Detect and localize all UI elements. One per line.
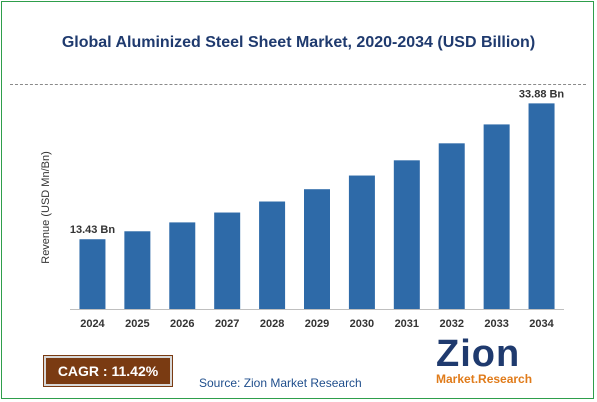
bar-2028 (259, 201, 286, 309)
logo-sub-right: .Research (474, 372, 533, 386)
title-separator (10, 84, 586, 85)
zion-logo: Zion Market.Research (436, 334, 548, 392)
plot-area: Revenue (USD Mn/Bn) 2024 2025 2026 2027 2028 2… (40, 88, 564, 330)
bar-2031 (393, 160, 420, 309)
cagr-badge: CAGR : 11.42% (44, 356, 172, 386)
bar-2030 (348, 175, 375, 309)
x-tick-label-2029: 2029 (305, 318, 329, 330)
x-tick-label-2028: 2028 (260, 318, 284, 330)
logo-wordmark: Zion (436, 333, 521, 375)
y-axis-label: Revenue (USD Mn/Bn) (40, 151, 52, 264)
x-tick-label-2031: 2031 (395, 318, 419, 330)
x-tick-label-2033: 2033 (484, 318, 508, 330)
bar-2032 (438, 143, 465, 309)
x-tick-label-2032: 2032 (439, 318, 463, 330)
bar-2034 (528, 103, 555, 309)
x-tick-label-2030: 2030 (350, 318, 374, 330)
x-tick-label-2034: 2034 (529, 318, 554, 330)
x-tick-label-2024: 2024 (80, 318, 105, 330)
bar-2027 (214, 212, 241, 309)
bar-2033 (483, 124, 510, 309)
bar-2029 (304, 189, 330, 309)
x-tick-label-2027: 2027 (215, 318, 239, 330)
source-text: Source: Zion Market Research (199, 376, 362, 390)
bar-2026 (169, 222, 196, 309)
data-label-2024: 13.43 Bn (70, 224, 116, 236)
x-tick-label-2026: 2026 (170, 318, 194, 330)
logo-sub-left: Market (436, 372, 475, 386)
logo-subtitle: Market.Research (436, 372, 532, 386)
data-label-2034: 33.88 Bn (519, 88, 565, 100)
x-tick-label-2025: 2025 (125, 318, 149, 330)
bar-2025 (124, 231, 151, 309)
bar-2024 (79, 239, 106, 309)
chart-title: Global Aluminized Steel Sheet Market, 20… (61, 34, 536, 51)
